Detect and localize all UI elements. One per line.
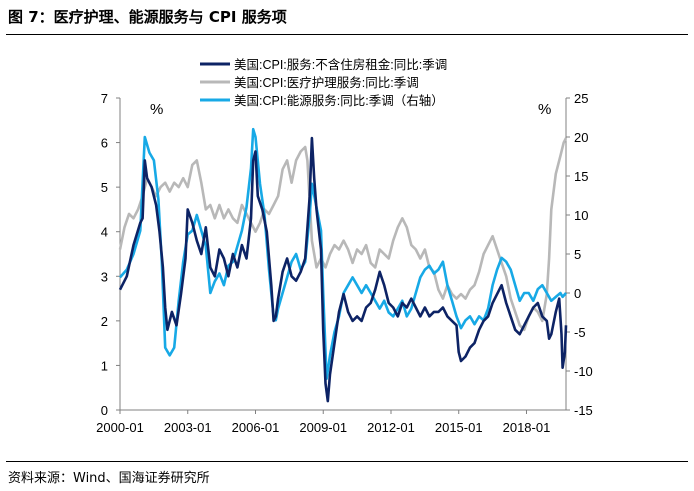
right-tick-label: 5 [574, 247, 581, 262]
left-tick-label: 5 [101, 180, 108, 195]
right-tick-label: -15 [574, 403, 593, 418]
right-tick-label: -5 [574, 325, 586, 340]
x-tick-label: 2000-01 [96, 420, 144, 435]
left-tick-label: 3 [101, 269, 108, 284]
left-tick-label: 0 [101, 403, 108, 418]
x-tick-label: 2009-01 [299, 420, 347, 435]
x-tick-label: 2018-01 [503, 420, 551, 435]
x-tick-label: 2003-01 [164, 420, 212, 435]
figure-title: 图 7：医疗护理、能源服务与 CPI 服务项 [8, 8, 287, 26]
legend: 美国:CPI:服务:不含住房租金:同比:季调美国:CPI:医疗护理服务:同比:季… [200, 57, 447, 108]
x-tick-label: 2006-01 [232, 420, 280, 435]
top-rule [6, 34, 688, 35]
series-lines [118, 127, 568, 403]
x-tick-label: 2015-01 [435, 420, 483, 435]
right-tick-label: 10 [574, 208, 588, 223]
right-tick-label: 15 [574, 169, 588, 184]
axes-group: 0 1 2 3 4 5 6 7 -15 -10 -5 0 5 10 15 20 25 2000-01 2003-01… [96, 91, 593, 435]
right-tick-label: 20 [574, 130, 588, 145]
bottom-rule [6, 461, 688, 462]
legend-label-2: 美国:CPI:医疗护理服务:同比:季调 [234, 75, 419, 90]
left-unit-label: % [150, 101, 163, 118]
right-tick-label: -10 [574, 364, 593, 379]
series-line-1 [118, 136, 568, 403]
right-unit-label: % [538, 101, 551, 118]
x-tick-label: 2012-01 [367, 420, 415, 435]
left-tick-label: 4 [101, 225, 108, 240]
left-tick-label: 7 [101, 91, 108, 106]
source-note: 资料来源：Wind、国海证券研究所 [8, 471, 210, 486]
legend-label-3: 美国:CPI:能源服务:同比:季调（右轴） [234, 93, 444, 108]
legend-label-1: 美国:CPI:服务:不含住房租金:同比:季调 [234, 57, 447, 72]
right-tick-label: 25 [574, 91, 588, 106]
right-tick-label: 0 [574, 286, 581, 301]
series-line-2 [118, 137, 568, 332]
left-tick-label: 1 [101, 358, 108, 373]
left-tick-label: 2 [101, 314, 108, 329]
left-tick-label: 6 [101, 136, 108, 151]
